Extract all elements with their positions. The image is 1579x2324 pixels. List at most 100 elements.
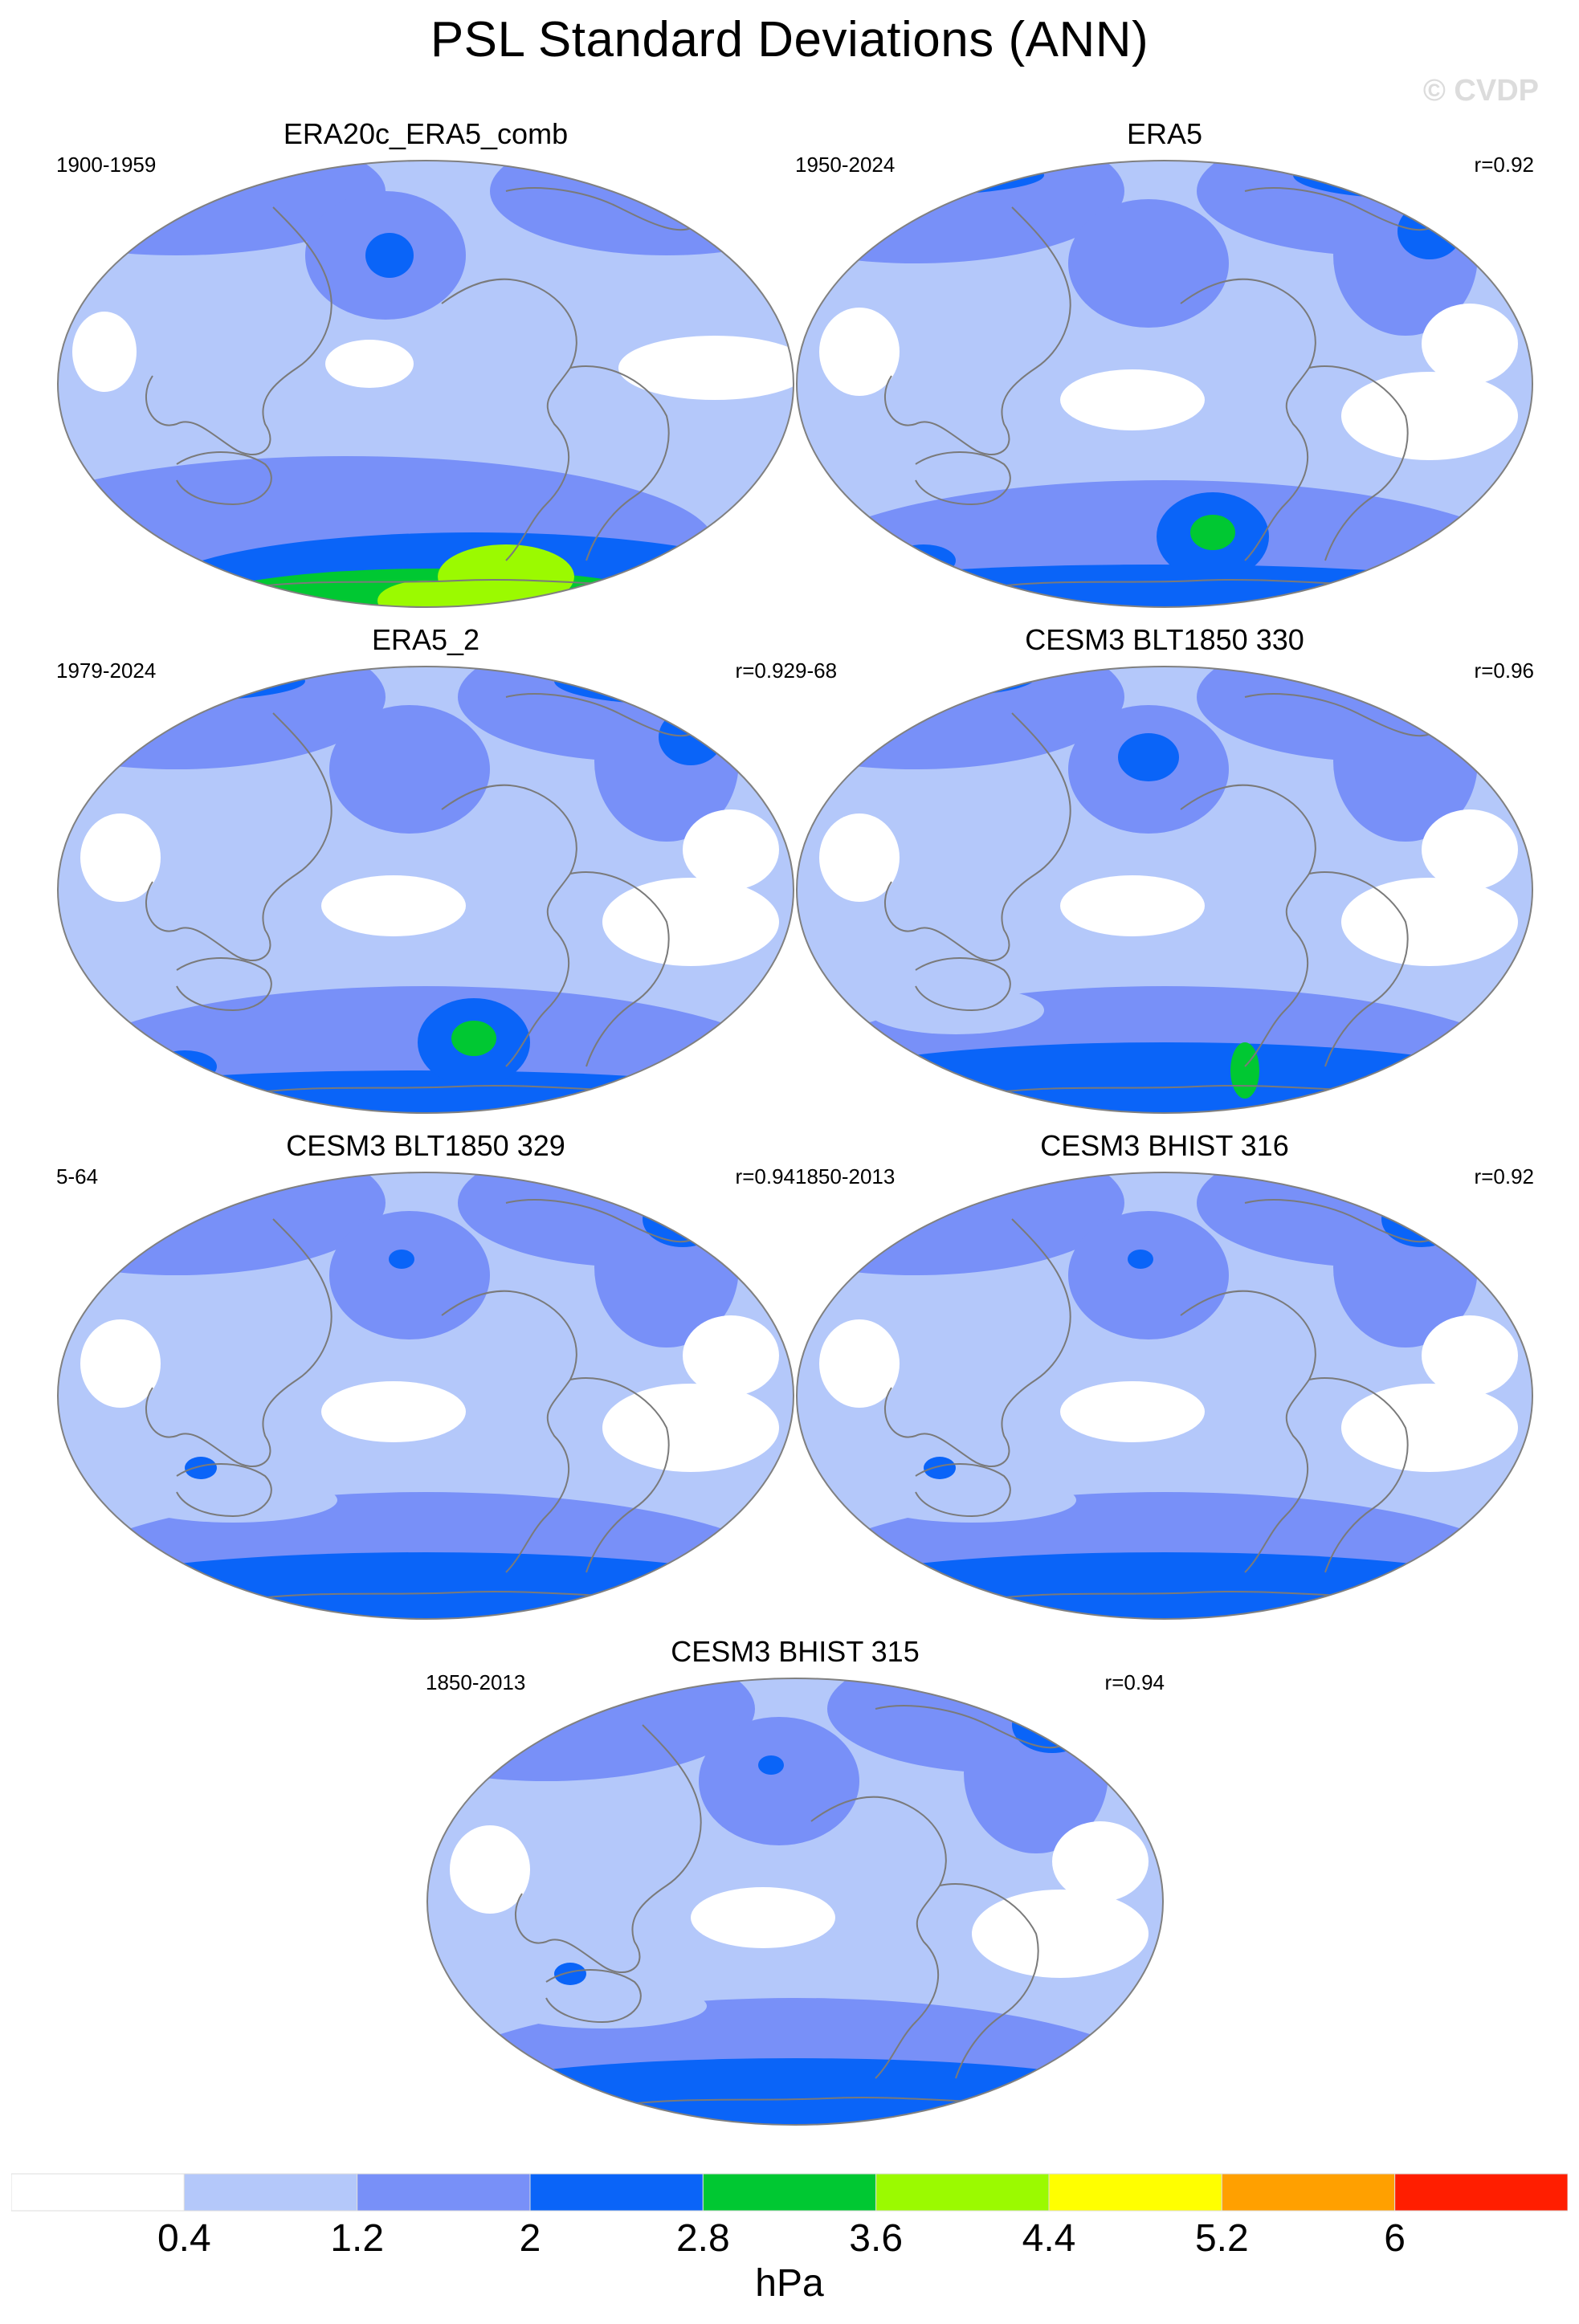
- contour-region: [1341, 372, 1518, 460]
- contour-region: [1190, 515, 1235, 550]
- contour-region: [1422, 809, 1518, 890]
- contour-region: [450, 1825, 530, 1914]
- contour-region: [643, 1191, 723, 1247]
- contour-region: [1381, 1191, 1462, 1247]
- colorbar-tick-label: 3.6: [849, 2217, 904, 2260]
- contour-region: [602, 878, 779, 966]
- map-model: [426, 1678, 1164, 2126]
- panel-title: CESM3 BLT1850 330: [1025, 623, 1304, 656]
- contour-region: [498, 1984, 707, 2028]
- map-panel-era5: ERA5 1950-2024 r=0.92: [795, 117, 1534, 623]
- map-blt330: [796, 666, 1533, 1114]
- contour-region: [1060, 1381, 1205, 1442]
- map-era5: [57, 666, 794, 1114]
- contour-region: [819, 308, 900, 396]
- contour-region: [1068, 199, 1229, 328]
- contour-region: [1397, 203, 1462, 259]
- panel-correlation: r=0.92: [1474, 153, 1534, 177]
- contour-region: [1052, 1821, 1149, 1902]
- contour-region: [819, 813, 900, 902]
- panel-title: CESM3 BHIST 315: [671, 1635, 920, 1668]
- contour-region: [451, 1021, 496, 1056]
- panel-period: 5-64: [56, 1164, 99, 1189]
- panel-title: ERA5: [1126, 117, 1203, 150]
- contour-region: [554, 1963, 586, 1985]
- colorbar-box: [1394, 2173, 1568, 2212]
- map-panel-cesm3-blt1850-330: CESM3 BLT1850 330 9-68 r=0.96: [795, 623, 1534, 1129]
- contour-region: [329, 1211, 490, 1339]
- contour-region: [365, 233, 414, 278]
- contour-region: [683, 1315, 779, 1396]
- map-outline: [796, 1172, 1533, 1620]
- contour-region: [389, 1250, 414, 1269]
- contour-region: [1118, 733, 1179, 781]
- panel-correlation: r=0.92: [1474, 1164, 1534, 1189]
- panel-period: 1979-2024: [56, 658, 157, 683]
- colorbar-box: [357, 2173, 531, 2212]
- contour-region: [58, 1552, 794, 1619]
- colorbar-box: [875, 2173, 1050, 2212]
- cvdp-watermark: © CVDP: [1422, 74, 1539, 108]
- contour-region: [1230, 1042, 1259, 1099]
- colorbar-box: [529, 2173, 704, 2212]
- map-outline: [426, 1678, 1164, 2126]
- contour-region: [867, 1478, 1076, 1523]
- colorbar-box: [11, 2173, 185, 2212]
- panel-period: 1850-2013: [426, 1670, 526, 1694]
- map-outline: [57, 1172, 794, 1620]
- contour-region: [683, 809, 779, 890]
- colorbar-tick-label: 2.8: [675, 2217, 730, 2260]
- panel-title: CESM3 BHIST 316: [1040, 1129, 1289, 1162]
- contour-region: [80, 1319, 161, 1408]
- contour-region: [72, 312, 137, 392]
- colorbar-tick-label: 0.4: [157, 2217, 211, 2260]
- panel-period: 9-68: [795, 658, 838, 683]
- contour-region: [80, 813, 161, 902]
- contour-region: [691, 1887, 835, 1948]
- contour-region: [892, 544, 956, 577]
- contour-region: [185, 1457, 217, 1479]
- contour-region: [972, 1890, 1149, 1978]
- map-outline: [57, 160, 794, 608]
- contour-region: [325, 340, 414, 388]
- panel-title: CESM3 BLT1850 329: [286, 1129, 565, 1162]
- panel-correlation: r=0.92: [735, 658, 795, 683]
- map-outline: [796, 666, 1533, 1114]
- contour-region: [1060, 875, 1205, 936]
- colorbar-units: hPa: [755, 2262, 824, 2305]
- contour-region: [797, 1042, 1532, 1113]
- map-model: [796, 1172, 1533, 1620]
- colorbar-box: [183, 2173, 358, 2212]
- contour-region: [924, 1457, 956, 1479]
- contour-region: [321, 1381, 466, 1442]
- map-panel-cesm3-bhist-315: CESM3 BHIST 315 1850-2013 r=0.94: [426, 1635, 1165, 2141]
- map-era5: [796, 160, 1533, 608]
- contour-region: [58, 1070, 794, 1113]
- contour-region: [1128, 1250, 1153, 1269]
- map-model: [57, 1172, 794, 1620]
- contour-region: [699, 1717, 859, 1845]
- map-panel-cesm3-blt1850-329: CESM3 BLT1850 329 5-64 r=0.94: [56, 1129, 795, 1635]
- contour-region: [377, 581, 474, 607]
- panel-period: 1850-2013: [795, 1164, 896, 1189]
- map-panel-era5-2: ERA5_2 1979-2024 r=0.92: [56, 623, 795, 1129]
- contour-region: [659, 709, 723, 765]
- contour-region: [1341, 878, 1518, 966]
- contour-region: [819, 1319, 900, 1408]
- contour-region: [797, 565, 1532, 607]
- colorbar-box: [1048, 2173, 1222, 2212]
- map-outline: [796, 160, 1533, 608]
- contour-region: [1012, 1697, 1092, 1753]
- contour-region: [1341, 1384, 1518, 1472]
- colorbar-tick-label: 2: [519, 2217, 541, 2260]
- contour-region: [1068, 1211, 1229, 1339]
- colorbar-box: [702, 2173, 877, 2212]
- contour-region: [321, 875, 466, 936]
- contour-region: [797, 1552, 1532, 1619]
- colorbar-tick-label: 5.2: [1194, 2217, 1249, 2260]
- figure-title: PSL Standard Deviations (ANN): [430, 12, 1149, 67]
- panel-correlation: r=0.94: [1104, 1670, 1165, 1694]
- contour-region: [427, 2058, 1163, 2125]
- map-panel-cesm3-bhist-316: CESM3 BHIST 316 1850-2013 r=0.92: [795, 1129, 1534, 1635]
- contour-region: [329, 705, 490, 834]
